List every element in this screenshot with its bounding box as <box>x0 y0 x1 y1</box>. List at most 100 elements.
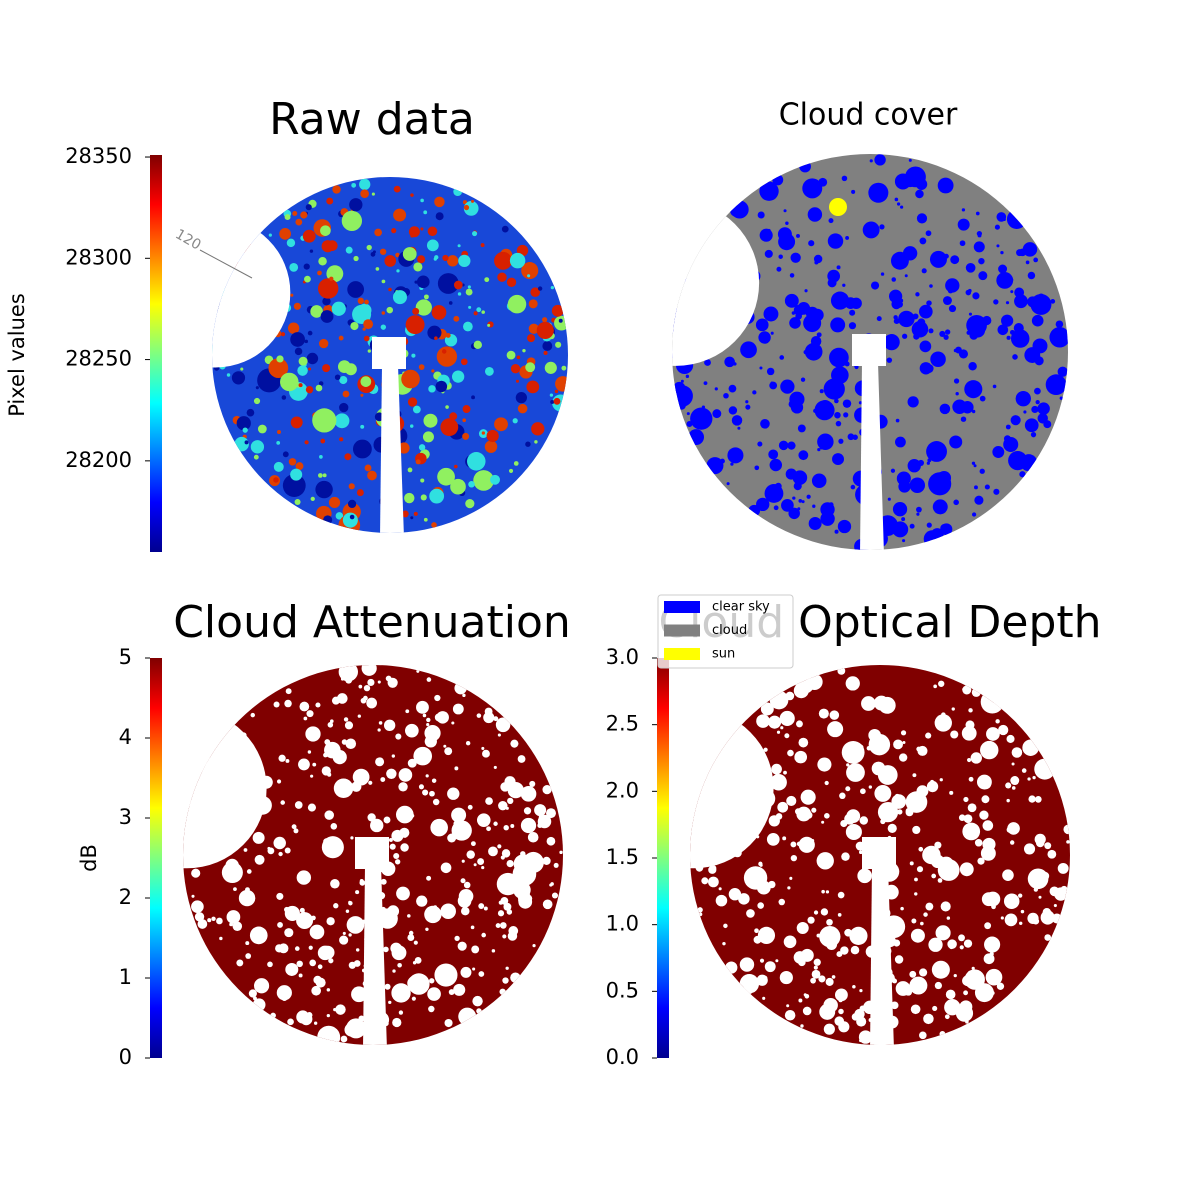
cloud-gap <box>795 720 803 728</box>
cloud-gap <box>1005 782 1012 789</box>
cloud-gap <box>253 397 261 405</box>
cloud-gap <box>776 266 782 272</box>
cloud-gap <box>1011 443 1016 448</box>
cloud-gap <box>440 862 452 874</box>
cloud-gap <box>435 380 448 393</box>
cloud-gap <box>391 945 407 961</box>
cloud-gap <box>955 1004 974 1022</box>
cloud-gap <box>919 237 927 245</box>
cloud-gap <box>515 379 520 383</box>
cloud-gap <box>420 494 427 501</box>
cloud-gap <box>873 695 889 711</box>
cloud-gap <box>328 958 334 964</box>
cloud-gap <box>327 772 332 777</box>
cloud-gap <box>542 856 551 865</box>
cloud-gap <box>410 193 414 197</box>
cloud-gap <box>1006 798 1010 803</box>
cloud-gap <box>885 744 889 748</box>
cloud-gap <box>897 809 903 815</box>
cloud-gap <box>798 450 809 461</box>
cloud-gap <box>368 780 373 785</box>
cloud-gap <box>484 440 498 453</box>
cloud-gap <box>279 228 291 240</box>
cloud-gap <box>229 922 234 927</box>
cloud-gap <box>837 519 852 534</box>
cloud-gap <box>937 878 943 883</box>
cloud-gap <box>291 824 297 830</box>
cloud-gap <box>484 367 494 376</box>
cloud-gap <box>798 998 803 1003</box>
cloud-gap <box>918 846 924 852</box>
cloud-gap <box>783 209 787 213</box>
cloud-gap <box>730 200 749 219</box>
cloud-gap <box>940 523 953 536</box>
cloud-gap <box>790 841 797 848</box>
cloud-gap <box>963 990 969 996</box>
cloud-gap <box>435 212 444 221</box>
cloud-gap <box>355 948 360 952</box>
cloud-gap <box>360 393 364 397</box>
cloud-gap <box>909 970 917 978</box>
cloud-gap <box>1040 910 1055 925</box>
cloud-gap <box>310 305 323 318</box>
cloud-gap <box>413 746 433 766</box>
cloud-gap <box>431 305 447 320</box>
cloud-gap <box>528 299 538 309</box>
cloud-gap <box>1034 758 1056 780</box>
cloud-gap <box>453 280 463 290</box>
cloud-gap <box>426 717 431 723</box>
cloud-gap <box>347 499 357 509</box>
cloud-gap <box>827 269 841 283</box>
cloud-gap <box>462 321 473 332</box>
cloud-gap <box>913 333 920 340</box>
cloud-gap <box>830 317 846 333</box>
cloud-gap <box>763 747 768 752</box>
cloud-gap <box>834 398 839 404</box>
cloud-gap <box>1005 301 1010 305</box>
cloud-gap <box>1031 314 1044 327</box>
cloud-gap <box>784 1009 796 1021</box>
cloud-gap <box>992 446 1005 458</box>
cloud-gap <box>1010 415 1021 426</box>
cloud-gap <box>516 355 521 360</box>
cloud-gap <box>992 384 997 389</box>
cloud-gap <box>319 455 323 459</box>
cloud-gap <box>780 379 795 394</box>
cloud-gap <box>487 323 491 327</box>
cloud-gap <box>952 399 967 415</box>
cloud-gap <box>462 418 467 423</box>
cloud-gap <box>322 297 331 306</box>
cloud-gap <box>467 452 486 471</box>
colorbar-tick-label: 1.5 <box>606 845 639 869</box>
cloud-gap <box>811 807 817 813</box>
cloud-gap <box>273 461 284 472</box>
cloud-gap <box>243 848 248 852</box>
cloud-gap <box>525 441 531 447</box>
cloud-gap <box>267 846 271 850</box>
cloud-gap <box>813 910 819 915</box>
cloud-gap <box>961 208 966 212</box>
cloud-gap <box>766 833 780 846</box>
cloud-gap <box>454 464 458 469</box>
cloud-gap <box>928 328 934 334</box>
cloud-gap <box>1014 294 1028 309</box>
cloud-gap <box>690 407 713 430</box>
cloud-gap <box>893 939 901 947</box>
cloud-gap <box>352 439 372 459</box>
cloud-gap <box>417 255 426 264</box>
cloud-gap <box>938 680 945 687</box>
cloud-gap <box>915 292 920 297</box>
cloud-gap <box>326 917 335 926</box>
cloud-gap <box>826 918 833 926</box>
cloud-gap <box>804 289 808 293</box>
cloud-gap <box>874 154 886 166</box>
cloud-gap <box>360 376 372 388</box>
cloud-gap <box>460 966 472 978</box>
cloud-gap <box>896 202 901 206</box>
cloud-gap <box>942 296 952 306</box>
sky-image <box>183 665 563 1045</box>
cloud-gap <box>802 1006 812 1016</box>
cloud-gap <box>284 928 294 938</box>
cloud-gap <box>413 940 418 945</box>
cloud-gap <box>253 454 259 460</box>
